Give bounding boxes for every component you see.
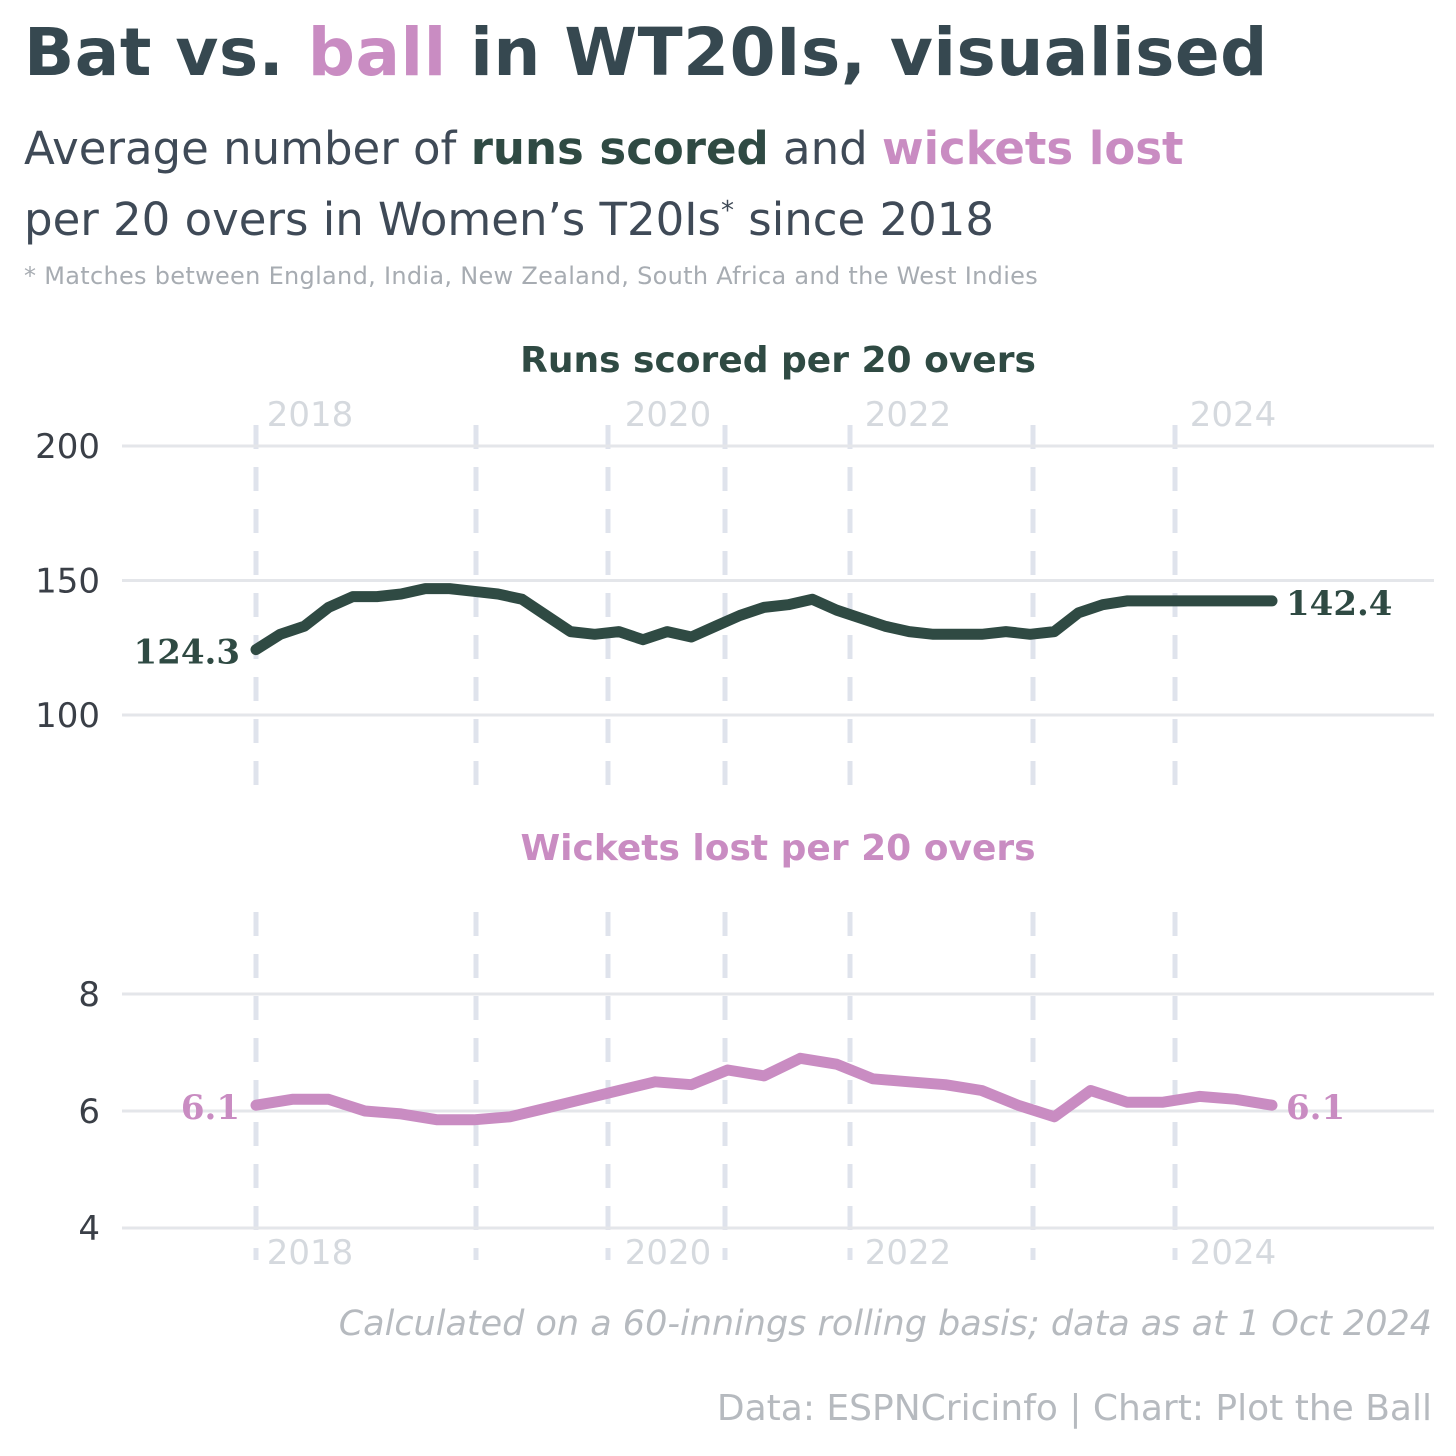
caption: Calculated on a 60-innings rolling basis… — [338, 1304, 1432, 1344]
y-tick-labels: 100 150 200 4 6 8 — [35, 427, 100, 1249]
y-tick-label: 6 — [78, 1092, 100, 1132]
y-tick-label: 8 — [78, 975, 100, 1015]
subtitle-text: and — [768, 122, 883, 175]
chart-title: Bat vs. ball in WT20Is, visualised — [24, 14, 1268, 91]
start-value-label: 124.3 — [134, 633, 240, 673]
runs-line — [250, 583, 1278, 656]
subtitle-asterisk: * — [721, 196, 734, 226]
title-part-rest: in WT20Is, visualised — [446, 14, 1268, 91]
y-tick-label: 150 — [35, 562, 100, 602]
panel-titles: Runs scored per 20 overs Wickets lost per… — [520, 340, 1036, 869]
y-tick-label: 200 — [35, 427, 100, 467]
subtitle-wickets: wickets lost — [882, 122, 1184, 175]
chart-area: 100 150 200 4 6 8 2018 2020 2022 2024 2018 2020 202… — [35, 340, 1434, 1273]
y-tick-label: 100 — [35, 696, 100, 736]
year-dividers — [253, 425, 1178, 1260]
start-value-label: 6.1 — [181, 1088, 240, 1128]
title-part-bat: Bat vs. — [24, 14, 308, 91]
panel-title: Runs scored per 20 overs — [520, 340, 1036, 381]
year-label: 2018 — [267, 395, 354, 435]
end-labels: 124.3 142.4 6.1 6.1 — [134, 584, 1393, 1128]
year-label: 2020 — [625, 1233, 712, 1273]
subtitle-line-1: Average number of runs scored and wicket… — [24, 118, 1184, 180]
year-label: 2022 — [865, 1233, 952, 1273]
year-label: 2022 — [865, 395, 952, 435]
year-label: 2024 — [1190, 395, 1277, 435]
year-label: 2018 — [267, 1233, 354, 1273]
series-lines — [250, 583, 1278, 1126]
chart-subtitle: Average number of runs scored and wicket… — [24, 118, 1184, 251]
year-label: 2020 — [625, 395, 712, 435]
gridlines — [122, 444, 1434, 1230]
subtitle-text: since 2018 — [734, 193, 995, 246]
subtitle-text: per 20 overs in Women’s T20Is — [24, 193, 721, 246]
subtitle-line-2: per 20 overs in Women’s T20Is* since 201… — [24, 180, 1184, 251]
wickets-line — [250, 1052, 1278, 1126]
end-value-label: 142.4 — [1286, 584, 1392, 624]
year-labels: 2018 2020 2022 2024 2018 2020 2022 2024 — [267, 395, 1277, 1273]
footnote: * Matches between England, India, New Ze… — [24, 262, 1039, 290]
year-label: 2024 — [1190, 1233, 1277, 1273]
subtitle-runs: runs scored — [470, 122, 769, 175]
panel-title: Wickets lost per 20 overs — [520, 828, 1035, 869]
title-part-ball: ball — [307, 14, 447, 91]
source-credit: Data: ESPNCricinfo | Chart: Plot the Bal… — [716, 1388, 1432, 1429]
y-tick-label: 4 — [78, 1209, 100, 1249]
end-value-label: 6.1 — [1286, 1088, 1345, 1128]
subtitle-text: Average number of — [24, 122, 471, 175]
